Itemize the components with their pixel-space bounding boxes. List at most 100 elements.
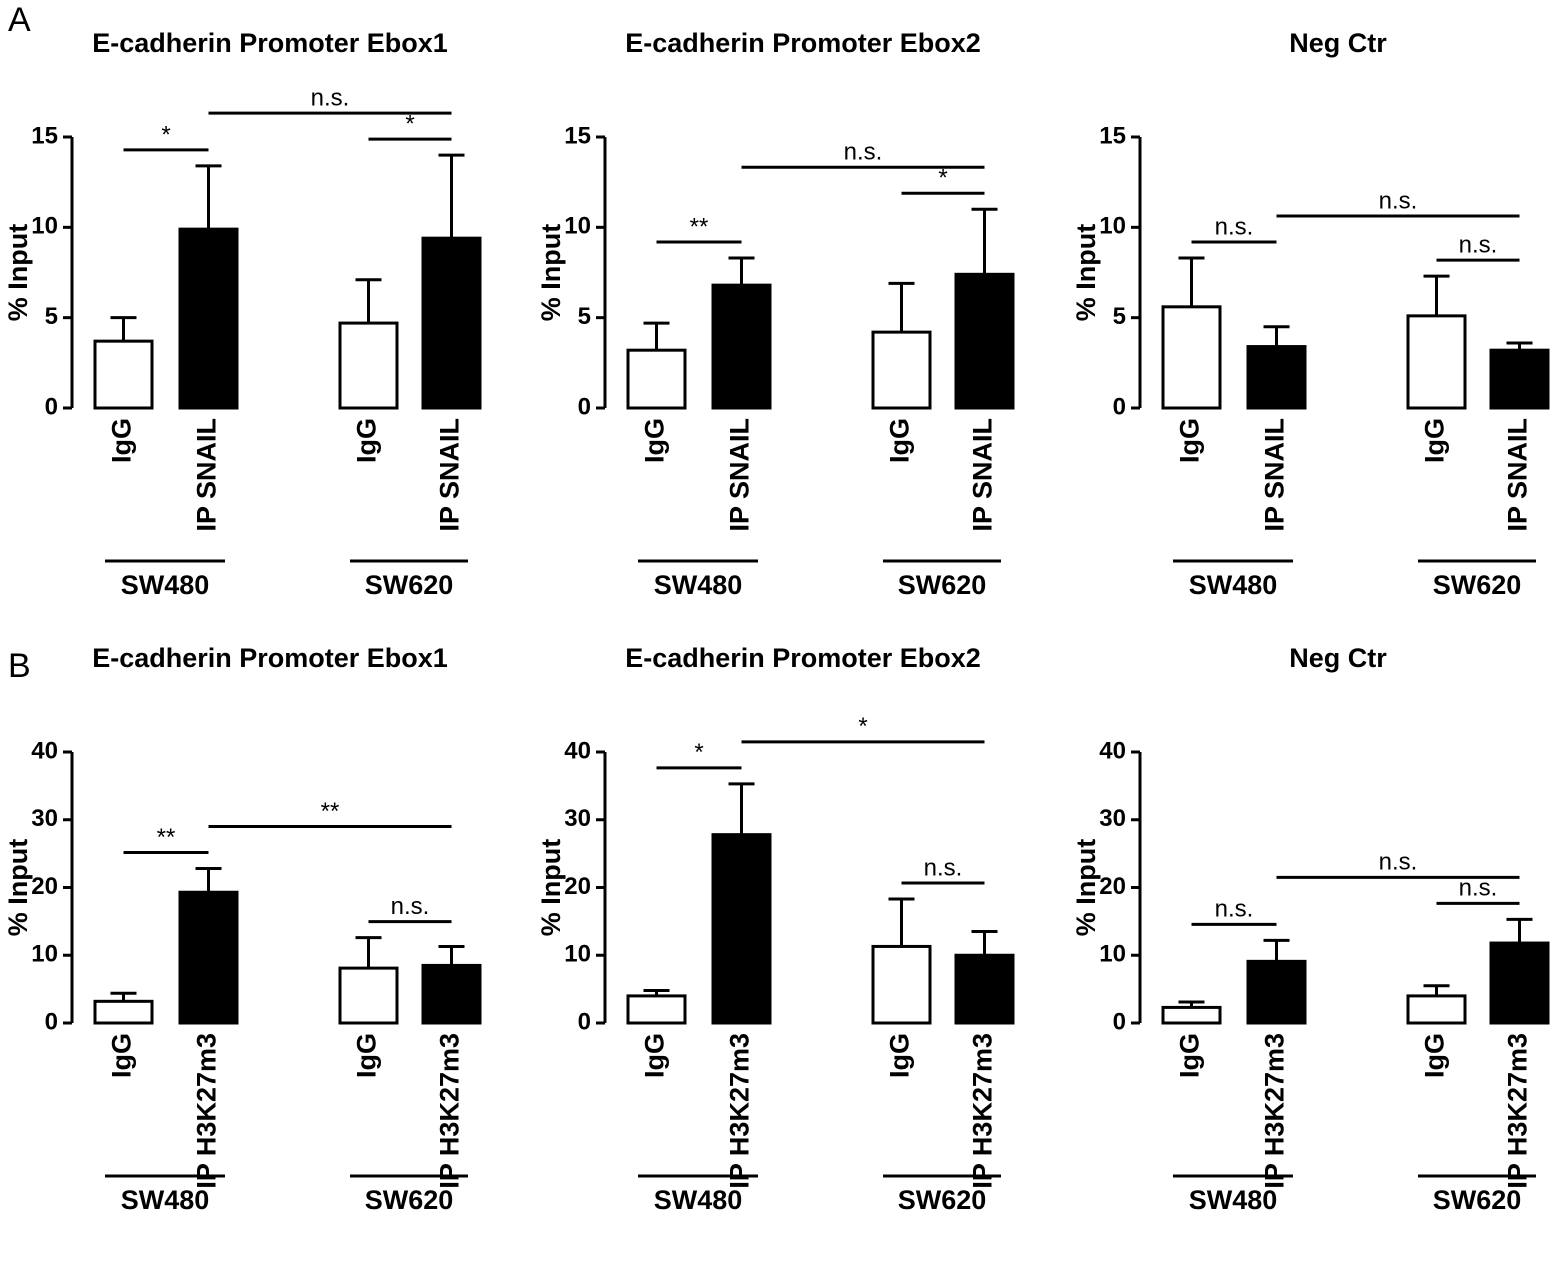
- x-tick-label: IgG: [1420, 418, 1450, 463]
- x-tick-label: IP H3K27m3: [1260, 1033, 1290, 1189]
- x-tick-label: IgG: [1175, 1033, 1205, 1078]
- y-tick-label: 20: [1099, 873, 1126, 900]
- y-axis-label: % Input: [3, 839, 33, 936]
- significance-label: n.s.: [844, 139, 883, 166]
- y-tick-label: 10: [564, 941, 591, 968]
- group-label: SW480: [1189, 570, 1278, 600]
- significance-label: n.s.: [311, 84, 350, 111]
- y-tick-label: 30: [564, 805, 591, 832]
- x-tick-label: IP H3K27m3: [725, 1033, 755, 1189]
- x-tick-label: IgG: [1420, 1033, 1450, 1078]
- y-tick-label: 40: [1099, 737, 1126, 764]
- bar: [178, 227, 239, 410]
- significance-label: n.s.: [1215, 896, 1254, 923]
- x-tick-label: IP SNAIL: [192, 418, 222, 532]
- chart-title: Neg Ctr: [1289, 643, 1387, 673]
- group-label: SW620: [898, 1185, 987, 1215]
- chart-title: Neg Ctr: [1289, 28, 1387, 58]
- x-tick-label: IP H3K27m3: [968, 1033, 998, 1189]
- significance-label: *: [161, 121, 170, 148]
- y-tick-label: 5: [1113, 303, 1126, 330]
- significance-label: **: [321, 798, 340, 825]
- chart-title: E-cadherin Promoter Ebox1: [92, 28, 448, 58]
- x-tick-label: IgG: [1175, 418, 1205, 463]
- significance-label: n.s.: [391, 893, 430, 920]
- chart-title: E-cadherin Promoter Ebox2: [625, 643, 981, 673]
- y-tick-label: 40: [31, 737, 58, 764]
- y-tick-label: 15: [1099, 122, 1126, 149]
- group-label: SW480: [121, 1185, 210, 1215]
- significance-label: *: [694, 739, 703, 766]
- x-tick-label: IgG: [107, 418, 137, 463]
- bar: [1406, 994, 1467, 1025]
- x-tick-label: IgG: [352, 418, 382, 463]
- y-tick-label: 20: [564, 873, 591, 900]
- bar: [338, 321, 399, 410]
- y-axis-label: % Input: [1071, 839, 1101, 936]
- x-tick-label: IgG: [640, 1033, 670, 1078]
- bar: [93, 999, 154, 1025]
- panel-label: B: [8, 647, 31, 685]
- x-tick-label: IP SNAIL: [435, 418, 465, 532]
- bar: [421, 963, 482, 1025]
- group-label: SW620: [1433, 570, 1522, 600]
- significance-label: *: [938, 165, 947, 192]
- significance-label: *: [405, 110, 414, 137]
- group-label: SW620: [1433, 1185, 1522, 1215]
- x-tick-label: IP H3K27m3: [1503, 1033, 1533, 1189]
- y-tick-label: 10: [31, 941, 58, 968]
- y-tick-label: 40: [564, 737, 591, 764]
- y-tick-label: 5: [45, 303, 58, 330]
- significance-label: n.s.: [1459, 875, 1498, 902]
- group-label: SW620: [365, 570, 454, 600]
- bar: [1489, 941, 1550, 1025]
- significance-label: n.s.: [1215, 213, 1254, 240]
- y-tick-label: 10: [1099, 941, 1126, 968]
- bar: [711, 283, 772, 410]
- chart-title: E-cadherin Promoter Ebox1: [92, 643, 448, 673]
- x-tick-label: IgG: [885, 418, 915, 463]
- group-label: SW480: [654, 570, 743, 600]
- group-label: SW480: [654, 1185, 743, 1215]
- bar: [1246, 959, 1307, 1025]
- x-tick-label: IP H3K27m3: [435, 1033, 465, 1189]
- x-tick-label: IgG: [885, 1033, 915, 1078]
- bar: [626, 348, 687, 410]
- bar: [1246, 345, 1307, 410]
- bar: [871, 330, 932, 410]
- y-tick-label: 0: [578, 393, 591, 420]
- y-tick-label: 0: [45, 1008, 58, 1035]
- y-tick-label: 0: [1113, 393, 1126, 420]
- y-tick-label: 15: [31, 122, 58, 149]
- bar: [626, 994, 687, 1025]
- y-tick-label: 0: [45, 393, 58, 420]
- chart-panel: Neg Ctr % Input 0 5 10 15 IgG IP SNAIL IgG IP SNA…: [1071, 28, 1550, 600]
- y-axis-label: % Input: [536, 224, 566, 321]
- x-tick-label: IP SNAIL: [725, 418, 755, 532]
- bar: [178, 890, 239, 1025]
- bar: [1406, 314, 1467, 410]
- bar: [1161, 305, 1222, 410]
- chart-panel: E-cadherin Promoter Ebox2 % Input 0 10 20 30 4…: [536, 643, 1015, 1215]
- group-label: SW480: [121, 570, 210, 600]
- significance-label: n.s.: [1379, 849, 1418, 876]
- significance-label: **: [690, 213, 709, 240]
- group-label: SW480: [1189, 1185, 1278, 1215]
- bar: [711, 833, 772, 1025]
- x-tick-label: IP SNAIL: [968, 418, 998, 532]
- bar: [421, 236, 482, 410]
- bar: [338, 966, 399, 1025]
- x-tick-label: IgG: [640, 418, 670, 463]
- y-axis-label: % Input: [536, 839, 566, 936]
- bar: [954, 272, 1015, 410]
- x-tick-label: IP H3K27m3: [192, 1033, 222, 1189]
- chart-title: E-cadherin Promoter Ebox2: [625, 28, 981, 58]
- group-label: SW620: [365, 1185, 454, 1215]
- panel-label: A: [8, 1, 31, 39]
- x-tick-label: IgG: [352, 1033, 382, 1078]
- bar: [954, 953, 1015, 1025]
- significance-label: n.s.: [1459, 231, 1498, 258]
- y-tick-label: 15: [564, 122, 591, 149]
- y-axis-label: % Input: [1071, 224, 1101, 321]
